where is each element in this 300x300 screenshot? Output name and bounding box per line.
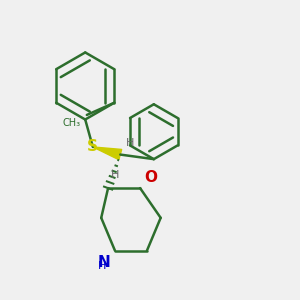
Text: O: O (145, 170, 158, 185)
Polygon shape (93, 147, 122, 160)
Text: H: H (98, 260, 106, 271)
Text: H: H (111, 170, 119, 181)
Text: CH₃: CH₃ (63, 118, 81, 128)
Text: S: S (87, 140, 98, 154)
Text: H: H (126, 139, 135, 148)
Text: N: N (98, 255, 110, 270)
